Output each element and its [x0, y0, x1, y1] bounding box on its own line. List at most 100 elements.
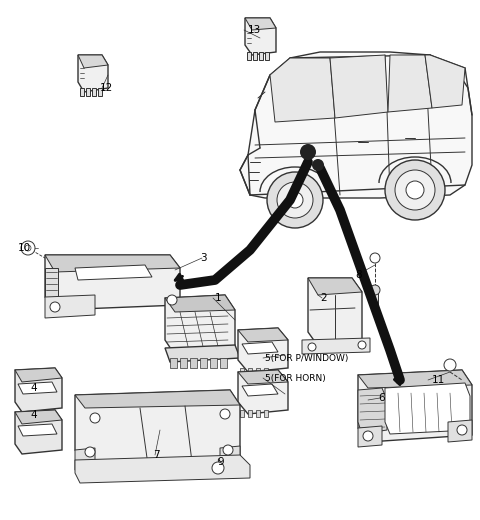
Circle shape [363, 431, 373, 441]
Circle shape [395, 170, 435, 210]
Circle shape [25, 245, 31, 251]
Bar [180, 358, 187, 368]
Polygon shape [245, 18, 276, 55]
Polygon shape [238, 370, 288, 384]
Polygon shape [78, 55, 108, 68]
Bar [264, 410, 268, 417]
Polygon shape [388, 55, 432, 112]
Polygon shape [18, 382, 57, 394]
Text: 4: 4 [30, 410, 36, 420]
Text: 12: 12 [100, 83, 113, 93]
Circle shape [406, 181, 424, 199]
Polygon shape [238, 328, 288, 342]
Circle shape [308, 343, 316, 351]
Bar [170, 358, 177, 368]
Circle shape [167, 295, 177, 305]
Polygon shape [75, 390, 240, 408]
Polygon shape [302, 338, 370, 354]
Text: 11: 11 [432, 375, 445, 385]
Polygon shape [385, 383, 470, 434]
Polygon shape [15, 368, 62, 382]
Polygon shape [238, 370, 288, 414]
Bar [200, 358, 207, 368]
Polygon shape [448, 420, 472, 442]
Circle shape [385, 160, 445, 220]
Bar [265, 52, 269, 60]
Polygon shape [308, 278, 362, 346]
Polygon shape [330, 55, 388, 118]
Text: 13: 13 [248, 25, 261, 35]
Circle shape [312, 159, 324, 171]
Text: 3: 3 [200, 253, 206, 263]
Text: 2: 2 [320, 293, 326, 303]
Bar [210, 358, 217, 368]
Bar [92, 88, 96, 96]
Bar [98, 88, 102, 96]
Bar [256, 410, 260, 417]
Circle shape [358, 341, 366, 349]
Bar [248, 410, 252, 417]
Bar [253, 52, 257, 60]
Polygon shape [242, 342, 278, 354]
Polygon shape [220, 446, 240, 468]
Circle shape [50, 302, 60, 312]
Polygon shape [358, 370, 472, 442]
Bar [264, 368, 268, 375]
Text: 4: 4 [30, 383, 36, 393]
Text: 9: 9 [217, 457, 224, 467]
Circle shape [223, 445, 233, 455]
Polygon shape [45, 295, 95, 318]
Circle shape [300, 144, 316, 160]
Text: 1: 1 [215, 293, 222, 303]
Circle shape [267, 172, 323, 228]
Bar [80, 88, 84, 96]
Polygon shape [270, 58, 335, 122]
Polygon shape [75, 390, 240, 465]
Polygon shape [75, 455, 250, 483]
Polygon shape [358, 426, 382, 447]
Circle shape [85, 447, 95, 457]
Circle shape [444, 359, 456, 371]
Polygon shape [15, 410, 62, 424]
Text: 7: 7 [153, 450, 160, 460]
Polygon shape [75, 448, 95, 470]
Polygon shape [238, 328, 288, 372]
Text: 6: 6 [378, 393, 384, 403]
Polygon shape [45, 255, 180, 310]
Bar [256, 368, 260, 375]
Polygon shape [242, 384, 278, 396]
Circle shape [277, 182, 313, 218]
Polygon shape [165, 295, 235, 355]
Polygon shape [358, 370, 472, 388]
Circle shape [287, 192, 303, 208]
Polygon shape [245, 18, 276, 30]
Polygon shape [425, 55, 465, 108]
Polygon shape [45, 268, 58, 297]
Circle shape [90, 413, 100, 423]
Circle shape [212, 462, 224, 474]
Circle shape [457, 425, 467, 435]
Polygon shape [358, 388, 387, 434]
Bar [190, 358, 197, 368]
Circle shape [370, 253, 380, 263]
Polygon shape [45, 255, 180, 272]
Bar [240, 410, 244, 417]
Polygon shape [165, 345, 240, 362]
Bar [372, 290, 378, 310]
Polygon shape [15, 368, 62, 412]
Polygon shape [78, 55, 108, 92]
Polygon shape [75, 265, 152, 280]
Text: 8: 8 [355, 270, 361, 280]
Circle shape [21, 241, 35, 255]
Polygon shape [165, 295, 235, 312]
Polygon shape [308, 278, 362, 295]
Bar [220, 358, 227, 368]
Bar [259, 52, 263, 60]
Text: 5(FOR HORN): 5(FOR HORN) [265, 373, 326, 383]
Circle shape [370, 285, 380, 295]
Text: 5(FOR P/WINDOW): 5(FOR P/WINDOW) [265, 354, 348, 362]
Polygon shape [240, 52, 472, 198]
Polygon shape [18, 424, 57, 436]
Polygon shape [15, 410, 62, 454]
Circle shape [220, 409, 230, 419]
